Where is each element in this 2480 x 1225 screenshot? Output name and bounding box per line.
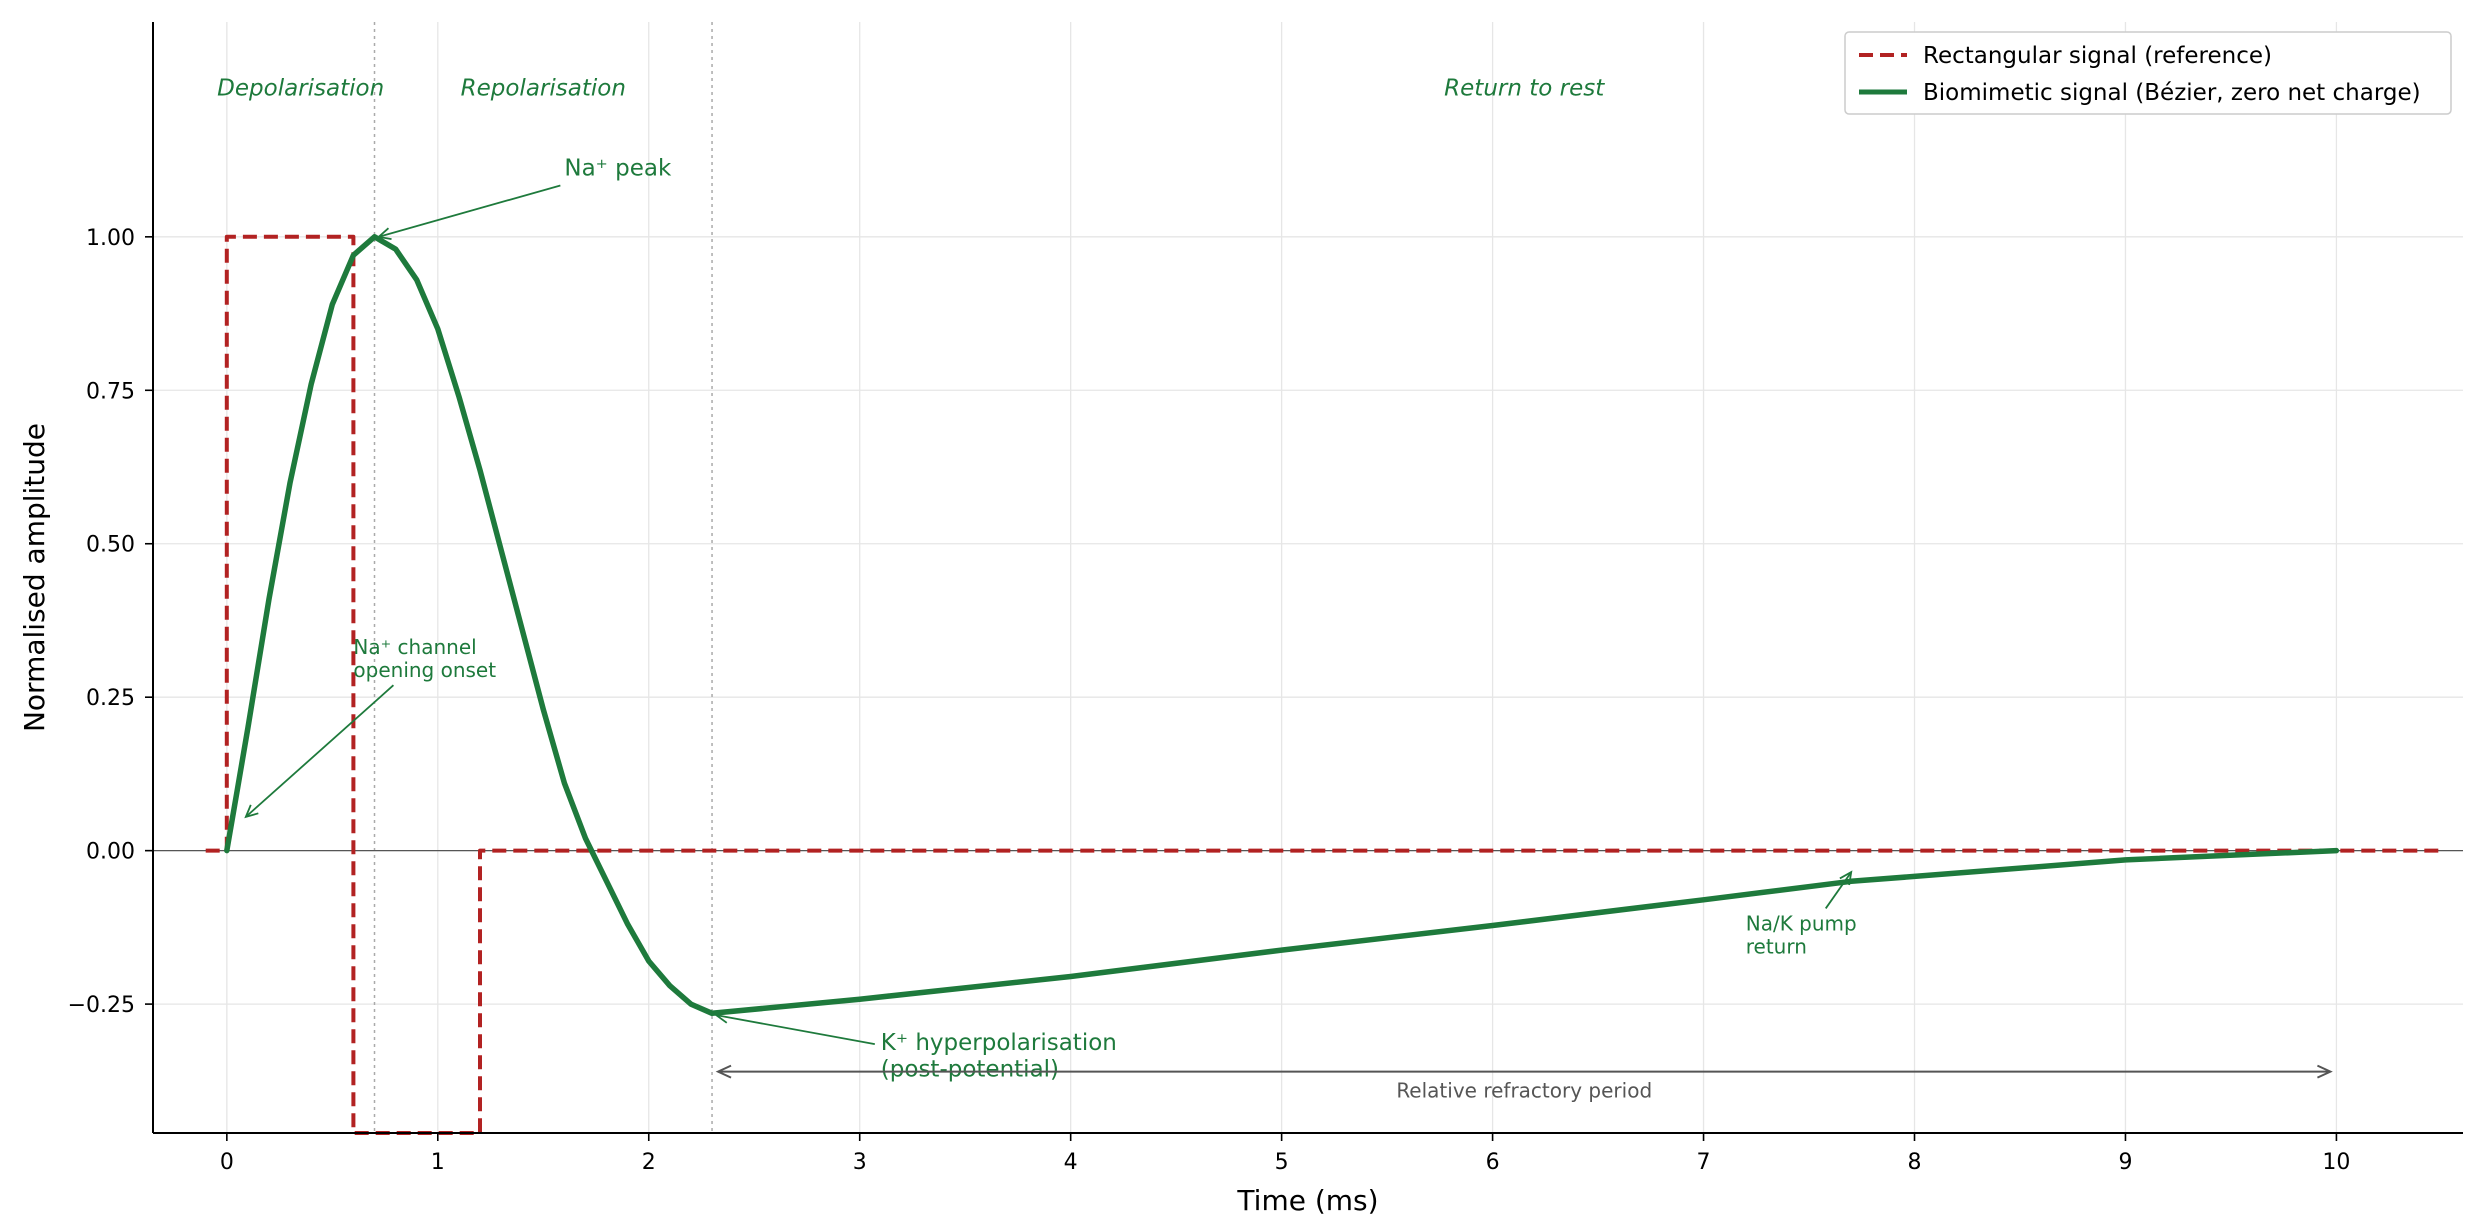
annotation-arrowhead-1 bbox=[244, 804, 259, 819]
y-tick-label-1: 0.00 bbox=[86, 840, 135, 865]
x-tick-label-2: 2 bbox=[642, 1150, 656, 1175]
annotations: Na⁺ peak Na⁺ channel opening onset K⁺ hyper… bbox=[244, 155, 1857, 1083]
phase-label-1: Repolarisation bbox=[461, 76, 626, 102]
annotation-3-line-1: return bbox=[1746, 934, 1807, 958]
refractory-arrowhead-right bbox=[2317, 1064, 2333, 1079]
legend-entry-biomimetic: Biomimetic signal (Bézier, zero net char… bbox=[1923, 80, 2421, 106]
x-tick-label-8: 8 bbox=[1908, 1150, 1922, 1175]
annotation-arrow-2 bbox=[716, 1014, 875, 1046]
series-rectangular-line bbox=[205, 234, 2442, 1135]
phase-label-2: Return to rest bbox=[1444, 76, 1605, 102]
annotation-arrowhead-2 bbox=[714, 1010, 730, 1024]
series-biomimetic-line bbox=[224, 234, 2340, 1017]
annotation-2-line-0: K⁺ hyperpolarisation bbox=[881, 1030, 1117, 1056]
x-tick-label-9: 9 bbox=[2118, 1150, 2132, 1175]
refractory-label: Relative refractory period bbox=[1396, 1079, 1652, 1103]
y-tick-label-3: 0.50 bbox=[86, 533, 135, 558]
series-layer bbox=[205, 234, 2442, 1135]
x-tick-label-10: 10 bbox=[2322, 1150, 2350, 1175]
x-tick-label-6: 6 bbox=[1486, 1150, 1500, 1175]
x-tick-label-0: 0 bbox=[220, 1150, 234, 1175]
annotation-arrow-0 bbox=[378, 184, 561, 238]
axes bbox=[152, 22, 2463, 1134]
annotation-arrow-3 bbox=[1825, 871, 1852, 909]
phase-label-0: Depolarisation bbox=[217, 76, 384, 102]
refractory-arrowhead-left bbox=[715, 1064, 732, 1079]
x-axis-label: Time (ms) bbox=[1236, 1184, 1378, 1217]
x-tick-label-1: 1 bbox=[431, 1150, 445, 1175]
x-tick-label-5: 5 bbox=[1275, 1150, 1289, 1175]
legend-box bbox=[1844, 31, 2452, 115]
y-axis-label: Normalised amplitude bbox=[18, 423, 51, 732]
annotation-arrowhead-0 bbox=[376, 227, 392, 240]
legend-entry-rectangular: Rectangular signal (reference) bbox=[1923, 43, 2272, 69]
x-tick-label-4: 4 bbox=[1064, 1150, 1078, 1175]
refractory-period: Relative refractory period bbox=[715, 1064, 2333, 1103]
annotation-2-line-1: (post-potential) bbox=[881, 1057, 1059, 1083]
annotation-3: Na/K pump return bbox=[1746, 911, 1857, 958]
annotation-0: Na⁺ peak bbox=[564, 155, 672, 181]
y-tick-label-5: 1.00 bbox=[86, 226, 135, 251]
annotation-arrowhead-3 bbox=[1839, 870, 1853, 886]
annotation-1-line-1: opening onset bbox=[353, 658, 496, 682]
y-axis-ticks: −0.25 0.00 0.25 0.50 0.75 1.00 bbox=[68, 226, 153, 1018]
phase-labels: Depolarisation Repolarisation Return to re… bbox=[217, 76, 1605, 102]
x-tick-label-7: 7 bbox=[1697, 1150, 1711, 1175]
legend: Rectangular signal (reference) Biomimeti… bbox=[1844, 31, 2452, 115]
annotation-arrow-1 bbox=[245, 684, 395, 818]
y-tick-label-4: 0.75 bbox=[86, 379, 135, 404]
annotation-1: Na⁺ channel opening onset bbox=[353, 635, 496, 682]
annotation-0-line-0: Na⁺ peak bbox=[564, 155, 672, 181]
annotation-2: K⁺ hyperpolarisation (post-potential) bbox=[881, 1030, 1117, 1082]
y-tick-label-2: 0.25 bbox=[86, 686, 135, 711]
y-tick-label-0: −0.25 bbox=[68, 993, 135, 1018]
annotation-3-line-0: Na/K pump bbox=[1746, 911, 1857, 935]
x-axis-ticks: 0 1 2 3 4 5 6 7 8 9 10 bbox=[220, 1133, 2350, 1175]
phase-dividers bbox=[373, 22, 713, 1133]
x-tick-label-3: 3 bbox=[853, 1150, 867, 1175]
annotation-1-line-0: Na⁺ channel bbox=[353, 635, 476, 659]
